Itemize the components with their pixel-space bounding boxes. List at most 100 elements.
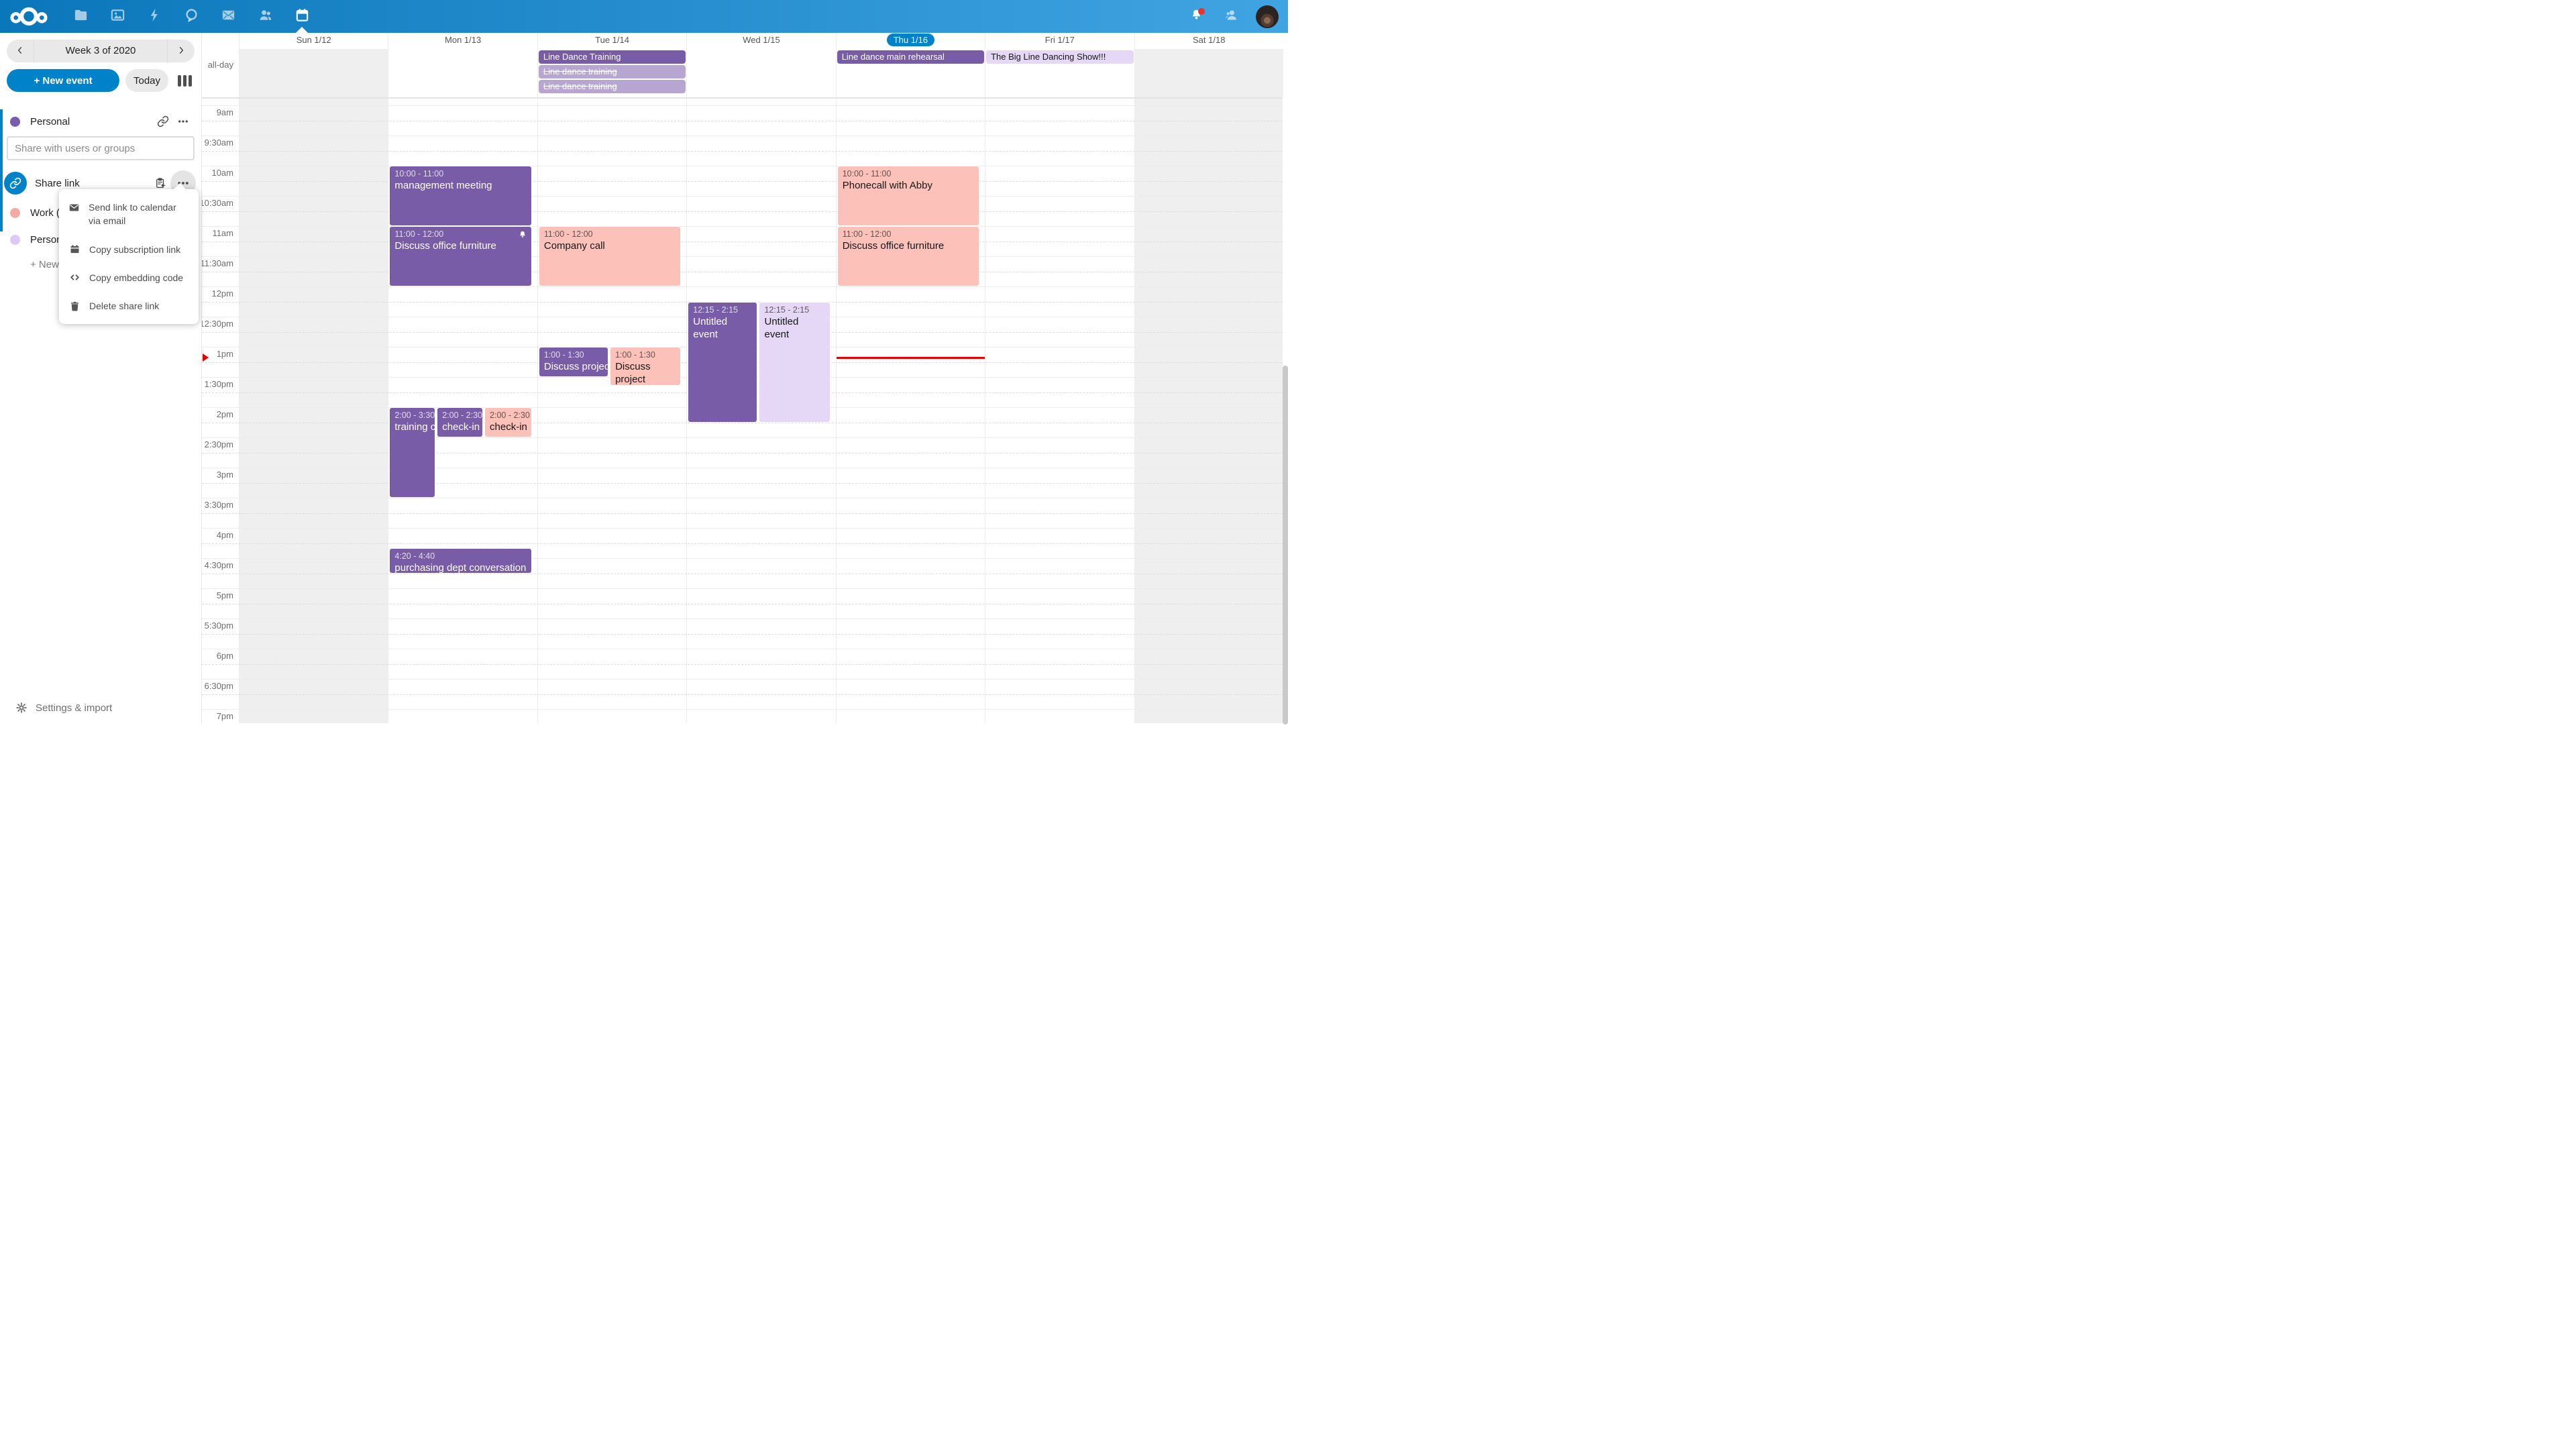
gear-icon	[11, 698, 32, 718]
calendar-app: Week 3 of 2020 + New event Today Persona…	[0, 0, 1288, 724]
event[interactable]: 12:15 - 2:15 Untitled event	[688, 301, 758, 423]
app-activity-button[interactable]	[141, 0, 168, 33]
event[interactable]: 10:00 - 11:00 management meeting	[389, 166, 532, 226]
time-label: 4pm	[216, 530, 233, 540]
slot-row	[202, 226, 1283, 256]
calendar-actions-icon[interactable]	[173, 111, 193, 131]
day-label[interactable]: Sun 1/12	[296, 35, 331, 45]
quarter-hour-line	[202, 543, 1283, 544]
event[interactable]: 11:00 - 12:00 Discuss office furniture	[837, 226, 980, 286]
week-label[interactable]: Week 3 of 2020	[34, 40, 168, 62]
day-label[interactable]: Wed 1/15	[743, 35, 780, 45]
event-title: Discuss office furniture	[842, 240, 945, 252]
all-day-label: all-day	[207, 60, 233, 70]
app-mail-button[interactable]	[215, 0, 241, 33]
event-time: 1:00 - 1:30	[543, 350, 584, 360]
settings-label: Settings & import	[36, 702, 113, 714]
today-day-label[interactable]: Thu 1/16	[886, 34, 935, 46]
event[interactable]: 10:00 - 11:00 Phonecall with Abby	[837, 166, 980, 226]
menu-item-1[interactable]: Copy subscription link	[59, 235, 199, 264]
event-time: 4:20 - 4:40	[394, 551, 435, 561]
slot-row	[202, 498, 1283, 528]
all-day-cell: The Big Line Dancing Show!!!	[985, 49, 1134, 97]
event[interactable]: 12:15 - 2:15 Untitled event	[759, 301, 830, 423]
menu-item-label: Copy subscription link	[89, 244, 181, 255]
calendar-item[interactable]: Work (C	[0, 199, 201, 226]
calendar-color-dot	[10, 234, 20, 245]
app-talk-button[interactable]	[178, 0, 205, 33]
event-title: Company call	[543, 240, 605, 252]
next-week-button[interactable]	[168, 40, 195, 62]
all-day-event[interactable]: Line dance training	[538, 65, 686, 78]
calendar-list: Personal Share link	[0, 108, 201, 276]
quarter-hour-line	[202, 151, 1283, 152]
time-label: 5:30pm	[204, 621, 233, 631]
menu-item-3[interactable]: Delete share link	[59, 292, 199, 320]
time-label: 3pm	[216, 470, 233, 480]
event-time: 10:00 - 11:00	[842, 169, 892, 178]
app-contacts-button[interactable]	[252, 0, 278, 33]
current-time-line	[836, 357, 985, 359]
all-day-cell	[686, 49, 835, 97]
person-icon	[1224, 8, 1238, 25]
notifications-button[interactable]	[1186, 7, 1206, 27]
all-day-event[interactable]: Line dance training	[538, 80, 686, 93]
event[interactable]: 2:00 - 2:30 check-in	[437, 407, 484, 437]
event-title: Discuss project announcement	[543, 361, 608, 372]
day-label[interactable]: Fri 1/17	[1044, 35, 1075, 45]
day-label[interactable]: Sat 1/18	[1193, 35, 1226, 45]
event[interactable]: 2:00 - 2:30 check-in	[484, 407, 532, 437]
day-column: 10:00 - 11:00 management meeting 11:00 - 1…	[388, 99, 537, 723]
time-label: 12:30pm	[202, 319, 233, 329]
share-link-icon[interactable]	[153, 111, 173, 131]
quarter-hour-line	[202, 513, 1283, 514]
day-header: Sun 1/12	[239, 33, 388, 49]
view-switcher-button[interactable]	[174, 70, 195, 91]
day-header: Tue 1/14	[537, 33, 686, 49]
quarter-hour-line	[202, 483, 1283, 484]
app-files-button[interactable]	[67, 0, 94, 33]
day-label[interactable]: Tue 1/14	[595, 35, 629, 45]
all-day-event[interactable]: Line Dance Training	[538, 50, 686, 64]
event-time: 2:00 - 2:30	[442, 411, 482, 420]
previous-week-button[interactable]	[7, 40, 34, 62]
all-day-cell	[1134, 49, 1283, 97]
calendar-item-personal[interactable]: Personal	[0, 108, 201, 135]
new-event-button[interactable]: + New event	[7, 69, 119, 92]
talk-icon	[184, 7, 199, 26]
app-calendar-button[interactable]	[288, 0, 315, 33]
app-photos-button[interactable]	[104, 0, 131, 33]
nextcloud-logo[interactable]	[9, 5, 48, 28]
all-day-event[interactable]: Line dance main rehearsal	[837, 50, 985, 64]
new-calendar-button[interactable]: + New c	[30, 258, 67, 270]
event-title: training call	[394, 421, 436, 433]
vertical-scrollbar[interactable]	[1283, 366, 1288, 724]
event-time: 1:00 - 1:30	[615, 350, 655, 360]
calendar-icon	[294, 7, 310, 26]
menu-item-2[interactable]: Copy embedding code	[59, 264, 199, 292]
menu-item-0[interactable]: Send link to calendar via email	[59, 193, 199, 235]
event[interactable]: 11:00 - 12:00 Company call	[538, 226, 682, 286]
all-day-event[interactable]: The Big Line Dancing Show!!!	[986, 50, 1134, 64]
day-column: 10:00 - 11:00 Phonecall with Abby 11:00 - …	[835, 99, 985, 723]
day-label[interactable]: Mon 1/13	[445, 35, 482, 45]
day-header: Fri 1/17	[985, 33, 1134, 49]
avatar[interactable]	[1256, 5, 1279, 28]
events-layer	[986, 99, 1128, 723]
copy-link-icon[interactable]	[150, 173, 170, 193]
contacts-menu-button[interactable]	[1221, 7, 1241, 27]
code-icon	[68, 272, 80, 284]
time-label: 1:30pm	[204, 379, 233, 389]
event[interactable]: 4:20 - 4:40 purchasing dept conversation	[389, 548, 532, 574]
calendar-item[interactable]: Persona	[0, 226, 201, 253]
share-input[interactable]	[7, 136, 195, 160]
event[interactable]: 11:00 - 12:00 Discuss office furniture	[389, 226, 532, 286]
event-time: 2:00 - 3:30	[394, 411, 435, 420]
today-button[interactable]: Today	[125, 69, 168, 92]
event-title: Phonecall with Abby	[842, 180, 932, 191]
week-navigation: Week 3 of 2020	[7, 40, 195, 62]
settings-button[interactable]: Settings & import	[0, 691, 201, 724]
